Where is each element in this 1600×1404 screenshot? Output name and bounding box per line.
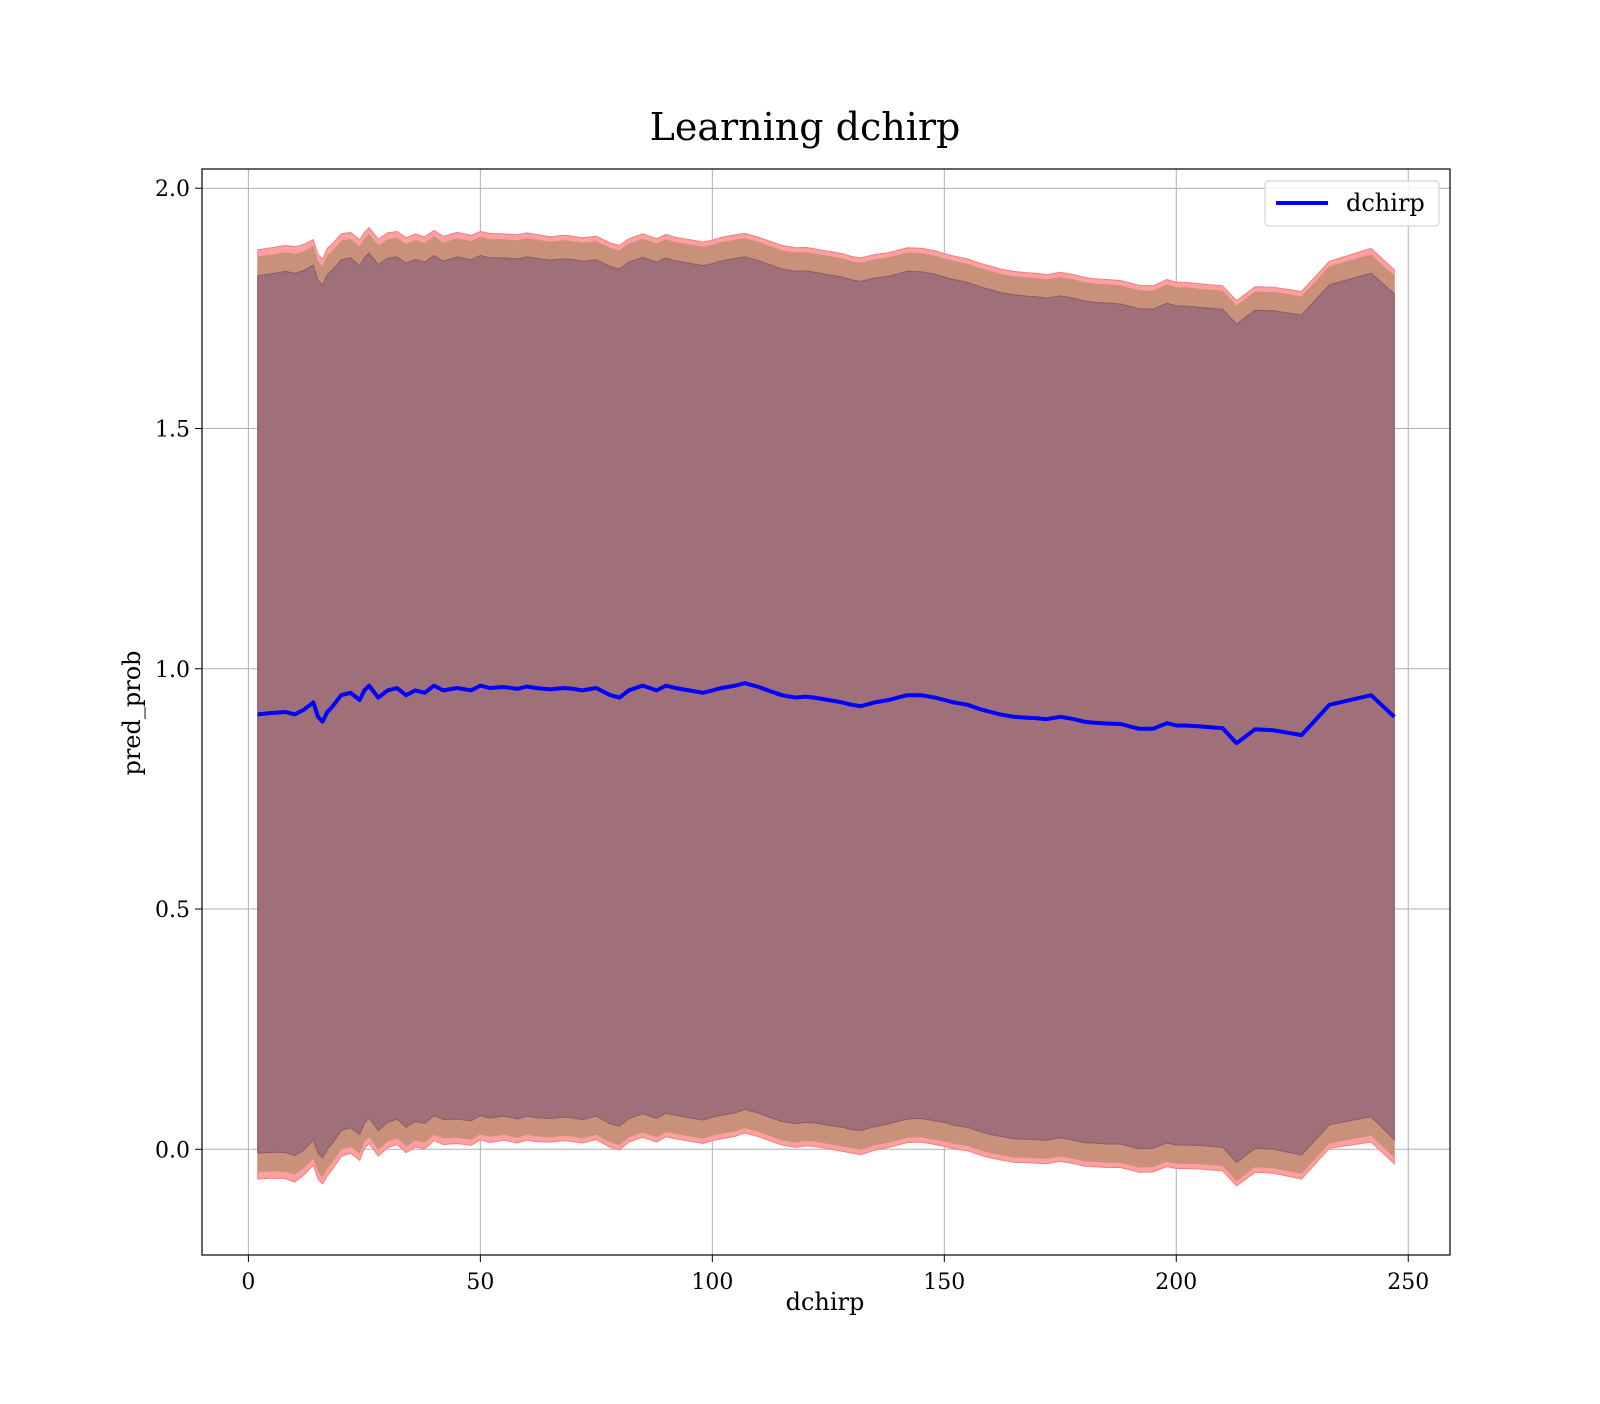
plot-area: 0 50 100 150 200 250 0.0 0.5 1.0 1.5 2.0 dchirp <box>155 168 1451 1295</box>
x-tick-label-1: 50 <box>466 1270 494 1295</box>
y-tick-label-0: 0.0 <box>155 1138 190 1163</box>
x-tick-label-2: 100 <box>691 1270 733 1295</box>
legend-box <box>1264 180 1440 227</box>
legend-label-dchirp: dchirp <box>1346 189 1425 217</box>
series-line-dchirp <box>257 681 1396 746</box>
y-tick-label-3: 1.5 <box>155 417 190 442</box>
y-axis-label: pred_prob <box>118 650 146 775</box>
chart-title: Learning dchirp <box>650 105 961 149</box>
x-tick-label-0: 0 <box>241 1270 255 1295</box>
x-axis-label: dchirp <box>786 1288 865 1316</box>
x-tick-label-4: 200 <box>1155 1270 1197 1295</box>
inner-confidence-band <box>257 252 1395 1163</box>
y-tick-label-2: 1.0 <box>155 658 190 683</box>
x-tick-label-5: 250 <box>1387 1270 1429 1295</box>
axes-frame <box>201 168 1451 1256</box>
x-tick-label-3: 150 <box>923 1270 965 1295</box>
y-tick-label-1: 0.5 <box>155 898 190 923</box>
y-tick-label-4: 2.0 <box>155 177 190 202</box>
